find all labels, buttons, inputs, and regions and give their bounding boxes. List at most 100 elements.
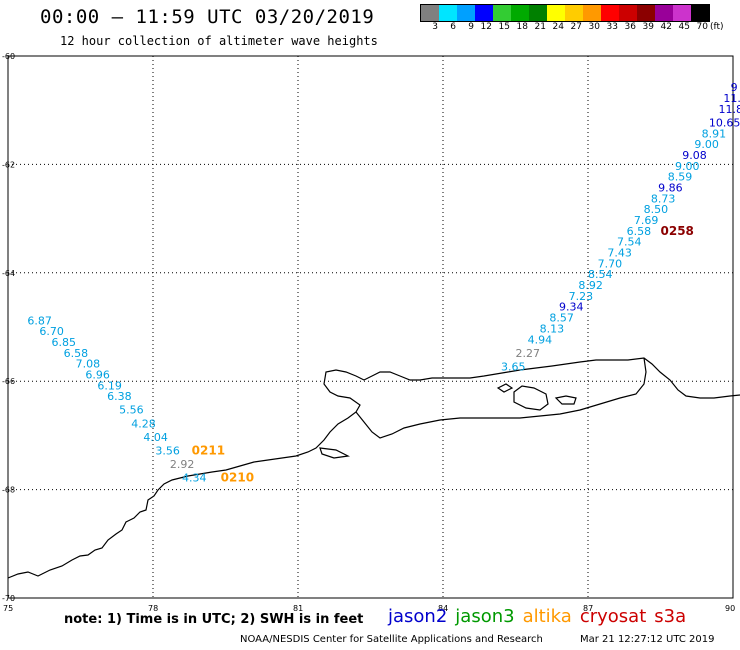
scale-swatch (655, 5, 673, 21)
color-scale-bar (420, 4, 710, 22)
swh-value: 2.27 (516, 347, 541, 360)
pass-time-label: 0210 (221, 470, 254, 484)
color-scale-labels: 3 6 9 12 15 18 21 24 27 30 33 36 39 42 45 70 (ft) (420, 22, 728, 32)
antarctic-coastline (7, 357, 740, 579)
scale-label: 70 (696, 22, 708, 32)
scale-swatch (601, 5, 619, 21)
scale-swatch (565, 5, 583, 21)
ice-rise-3 (496, 383, 514, 393)
y-tick-label: -64 (2, 269, 15, 278)
wave-height-observations: 911.11.810.658.919.009.089.008.599.868.7… (27, 81, 740, 484)
swh-value: 8.54 (588, 268, 613, 281)
scale-swatch (619, 5, 637, 21)
map-grid (7, 55, 734, 599)
swh-value: 3.65 (501, 360, 526, 373)
scale-swatch (421, 5, 439, 21)
credit-text: NOAA/NESDIS Center for Satellite Applica… (240, 634, 543, 645)
scale-swatch (637, 5, 655, 21)
ice-rise-4 (319, 447, 350, 459)
swh-value: 8.57 (549, 312, 574, 325)
swh-value: 6.87 (27, 314, 52, 327)
scale-swatch (457, 5, 475, 21)
generated-timestamp: Mar 21 12:27:12 UTC 2019 (580, 634, 715, 645)
swh-value: 7.43 (607, 247, 632, 260)
swh-value: 7.08 (76, 358, 101, 371)
scale-swatch (529, 5, 547, 21)
swh-value: 6.58 (627, 225, 652, 238)
ice-shelf-outline (355, 357, 647, 439)
scale-label: 6 (450, 22, 456, 32)
scale-label: 24 (552, 22, 564, 32)
scale-label: (ft) (710, 22, 724, 32)
scale-swatch (511, 5, 529, 21)
swh-value: 7.54 (617, 236, 642, 249)
y-tick-label: -66 (2, 377, 15, 386)
pass-time-label: 0258 (661, 224, 694, 238)
y-tick-label: -70 (2, 594, 15, 603)
x-tick-label: 75 (3, 604, 13, 613)
swh-value: 9.00 (675, 160, 700, 173)
mission-cryosat: cryosat (579, 606, 647, 627)
y-tick-label: -62 (2, 160, 15, 169)
scale-label: 3 (432, 22, 438, 32)
swh-value: 7.69 (634, 214, 659, 227)
swh-value: 8.13 (540, 322, 565, 335)
scale-label: 33 (606, 22, 618, 32)
mission-s3a: s3a (654, 606, 687, 627)
swh-value: 9 (731, 81, 738, 94)
swh-value: 9.08 (682, 149, 707, 162)
swh-value: 4.34 (182, 471, 207, 484)
ice-rise-1 (513, 385, 549, 411)
x-tick-label: 84 (438, 604, 448, 613)
swh-value: 3.56 (155, 444, 180, 457)
scale-swatch (439, 5, 457, 21)
map-subtitle: 12 hour collection of altimeter wave hei… (60, 34, 378, 48)
swh-value: 9.86 (658, 182, 683, 195)
swh-value: 9.00 (694, 138, 719, 151)
swh-value: 10.65 (709, 116, 740, 129)
swh-value: 7.23 (569, 290, 594, 303)
swh-value: 8.73 (651, 192, 676, 205)
mission-jason3: jason3 (455, 606, 515, 627)
y-tick-label: -68 (2, 486, 15, 495)
scale-label: 21 (534, 22, 546, 32)
scale-label: 27 (570, 22, 582, 32)
scale-label: 12 (480, 22, 492, 32)
ice-rise-2 (554, 395, 577, 405)
swh-value: 6.96 (85, 368, 110, 381)
swh-value: 4.04 (143, 431, 168, 444)
scale-swatch (547, 5, 565, 21)
x-tick-label: 78 (148, 604, 158, 613)
swh-value: 6.38 (107, 390, 132, 403)
scale-label: 9 (468, 22, 474, 32)
swh-value: 8.91 (702, 127, 727, 140)
mission-altika: altika (522, 606, 572, 627)
y-tick-label: -60 (2, 52, 15, 61)
map-frame (7, 55, 734, 599)
swh-value: 5.56 (119, 404, 143, 417)
swh-value: 6.58 (64, 347, 88, 360)
scale-swatch (691, 5, 709, 21)
x-tick-label: 90 (725, 604, 735, 613)
scale-label: 39 (642, 22, 654, 32)
scale-label: 18 (516, 22, 528, 32)
swh-value: 4.94 (528, 333, 553, 346)
coastline (7, 357, 740, 579)
swh-value: 4.28 (131, 417, 156, 430)
scale-swatch (493, 5, 511, 21)
axis-ticks: 75 78 81 84 87 90 -60 -62 -64 -66 -68 -70 (2, 52, 735, 613)
scale-label: 15 (498, 22, 510, 32)
x-tick-label: 87 (583, 604, 593, 613)
satellite-pass-times: 0211 0210 0258 (192, 224, 694, 485)
x-tick-label: 81 (293, 604, 303, 613)
swh-value: 9.34 (559, 301, 584, 314)
swh-value: 6.85 (52, 336, 77, 349)
scale-swatch (673, 5, 691, 21)
swh-value: 6.19 (97, 379, 122, 392)
pass-time-label: 0211 (192, 443, 225, 457)
swh-value: 8.50 (644, 203, 669, 216)
scale-label: 45 (678, 22, 690, 32)
scale-label: 42 (660, 22, 672, 32)
scale-label: 30 (588, 22, 600, 32)
